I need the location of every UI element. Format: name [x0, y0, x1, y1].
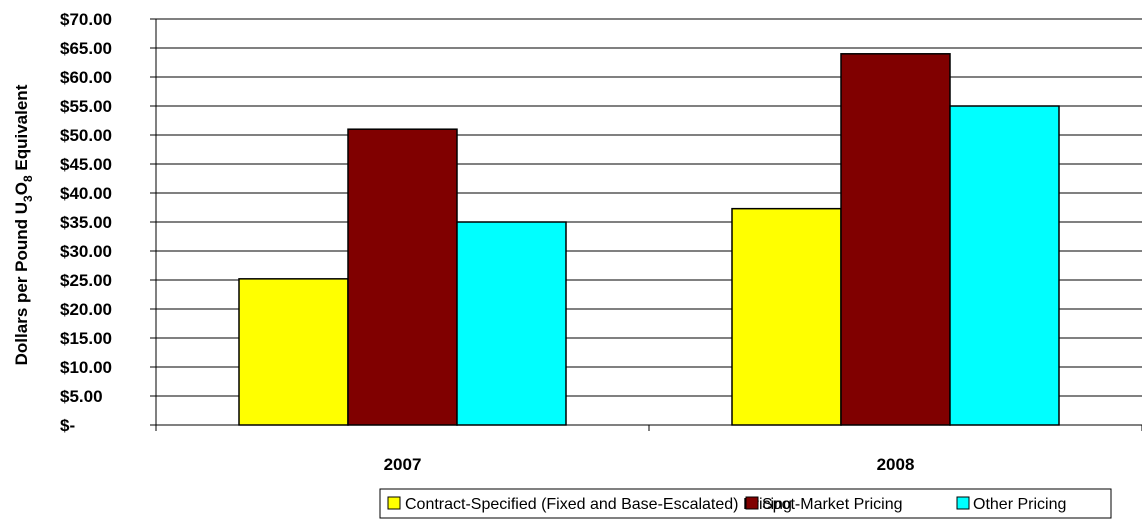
y-tick-label: $55.00	[60, 97, 112, 116]
bar	[731, 207, 842, 426]
y-tick-label: $25.00	[60, 271, 112, 290]
y-tick-label: $50.00	[60, 126, 112, 145]
bar	[456, 221, 567, 426]
y-tick-label: $-	[60, 416, 75, 435]
legend-label: Spot-Market Pricing	[762, 496, 903, 513]
bar	[840, 53, 951, 426]
y-tick-label: $35.00	[60, 213, 112, 232]
legend-swatch	[745, 496, 759, 510]
legend-label: Contract-Specified (Fixed and Base-Escal…	[405, 496, 792, 513]
y-tick-label: $45.00	[60, 155, 112, 174]
y-tick-label: $40.00	[60, 184, 112, 203]
x-tick-labels: 2007 2008	[384, 455, 915, 474]
y-tick-label: $15.00	[60, 329, 112, 348]
y-axis-label-part: Equivalent	[12, 84, 31, 175]
y-axis-label-part: Dollars per Pound U	[12, 202, 31, 365]
bar	[238, 278, 349, 426]
legend-swatch	[956, 496, 970, 510]
y-axis-label-subscript: 3	[21, 195, 35, 202]
y-tick-label: $70.00	[60, 10, 112, 29]
y-axis-label: Dollars per Pound U3O8 Equivalent	[12, 84, 35, 365]
legend-label: Other Pricing	[973, 496, 1066, 513]
axes	[155, 19, 1142, 431]
bars	[238, 53, 1060, 426]
x-tick-label: 2007	[384, 455, 422, 474]
y-tick-label: $20.00	[60, 300, 112, 319]
bar	[347, 128, 458, 426]
y-tick-label: $60.00	[60, 68, 112, 87]
legend: Contract-Specified (Fixed and Base-Escal…	[379, 488, 1112, 519]
y-axis-label-subscript: 8	[21, 175, 35, 182]
legend-swatch	[387, 496, 401, 510]
y-tick-label: $65.00	[60, 39, 112, 58]
y-tick-label: $30.00	[60, 242, 112, 261]
y-tick-label: $10.00	[60, 358, 112, 377]
x-tick-label: 2008	[877, 455, 915, 474]
y-tick-labels: $- $5.00 $10.00 $15.00 $20.00 $25.00 $30.00 $35…	[60, 10, 112, 435]
y-axis-label-part: O	[12, 182, 31, 195]
y-tick-label: $5.00	[60, 387, 103, 406]
bar	[949, 105, 1060, 426]
